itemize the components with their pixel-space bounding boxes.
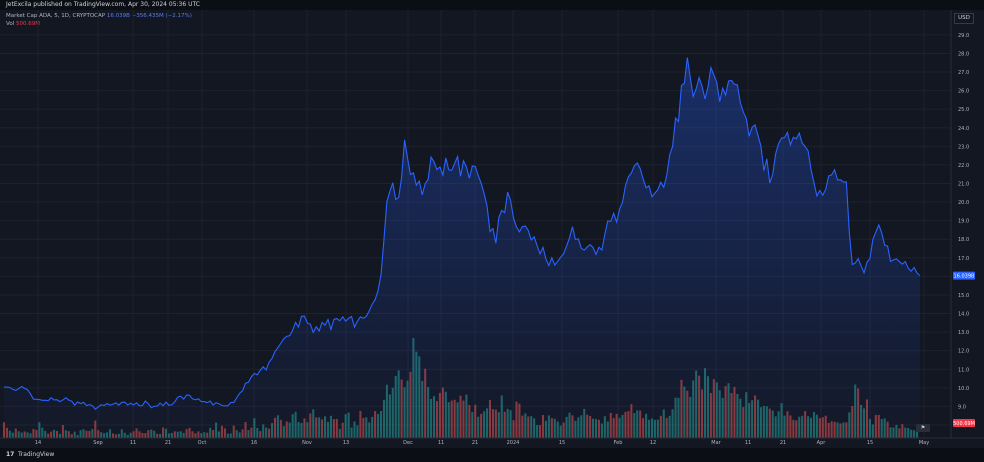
flag-icon[interactable]: ⚑ [916,424,930,432]
y-tick-label: 20.0 [958,200,969,206]
y-tick-label: 17.0 [958,256,969,262]
price-area-fill [4,57,920,438]
y-tick-label: 11.0 [958,367,969,373]
x-tick-label: 11 [438,440,444,446]
last-price-label: 16.039B [954,273,975,279]
x-tick-label: 14 [35,440,41,446]
volume-label: Vol [6,21,15,27]
x-tick-label: 16 [251,440,257,446]
y-tick-label: 13.0 [958,330,969,336]
main-series-change: −356.435M (−2.17%) [131,13,192,19]
x-tick-label: Apr [817,440,827,446]
last-volume-tag: 500.69M [953,419,975,427]
x-tick-label: Mar [711,440,721,446]
main-series-value: 16.039B [106,13,130,19]
volume-value: 500.69M [15,21,40,27]
y-tick-label: 18.0 [958,237,969,243]
y-tick-label: 10.0 [958,386,969,392]
x-tick-label: 2024 [507,440,520,446]
y-tick-label: 26.0 [958,89,969,95]
publish-header: JetExcila published on TradingView.com, … [0,0,984,10]
x-tick-label: 21 [780,440,786,446]
footer-brand: TradingView [18,451,55,458]
x-tick-label: 15 [559,440,565,446]
volume-legend[interactable]: Vol 500.69M [6,21,40,27]
x-tick-label: 21 [165,440,171,446]
x-tick-label: 21 [472,440,478,446]
y-tick-label: 19.0 [958,219,969,225]
price-line [4,57,921,410]
last-price-tag: 16.039B [953,271,975,280]
x-tick-label: Feb [614,440,623,446]
currency-selector[interactable]: USD [954,13,974,24]
footer: 17 TradingView [0,448,984,462]
x-tick-label: Sep [93,440,102,446]
tradingview-logo-icon: 17 [6,451,15,458]
x-tick-label: 11 [130,440,136,446]
y-tick-label: 23.0 [958,144,969,150]
x-tick-label: Nov [302,440,312,446]
x-tick-label: 12 [650,440,656,446]
chart-canvas[interactable]: 29.0 28.0 27.0 26.0 25.0 24.0 23.0 22.0 21.0 20.0… [0,10,984,448]
x-tick-label: May [919,440,929,446]
y-tick-label: 25.0 [958,107,969,113]
x-tick-label: 15 [867,440,873,446]
main-series-legend[interactable]: Market Cap ADA, 5, 1D, CRYPTOCAP 16.039B… [6,13,192,19]
x-tick-label: Dec [403,440,413,446]
x-tick-label: 13 [343,440,349,446]
y-tick-label: 27.0 [958,70,969,76]
y-tick-label: 9.0 [958,404,966,410]
x-tick-label: 11 [745,440,751,446]
y-tick-label: 12.0 [958,349,969,355]
publish-header-text: JetExcila published on TradingView.com, … [6,1,200,8]
y-tick-label: 28.0 [958,51,969,57]
y-tick-label: 14.0 [958,312,969,318]
y-tick-label: 15.0 [958,293,969,299]
price-axis[interactable]: 29.0 28.0 27.0 26.0 25.0 24.0 23.0 22.0 21.0 20.0… [958,33,969,429]
main-series-label: Market Cap ADA, 5, 1D, CRYPTOCAP [6,13,106,19]
time-axis[interactable]: 14 Sep 11 21 Oct 16 Nov 13 Dec 11 21 2024 15 Feb 12 Mar… [35,440,929,446]
y-tick-label: 22.0 [958,163,969,169]
x-tick-label: Oct [198,440,207,446]
last-volume-label: 500.69M [953,421,975,427]
y-tick-label: 29.0 [958,33,969,39]
y-tick-label: 21.0 [958,181,969,187]
y-tick-label: 24.0 [958,126,969,132]
